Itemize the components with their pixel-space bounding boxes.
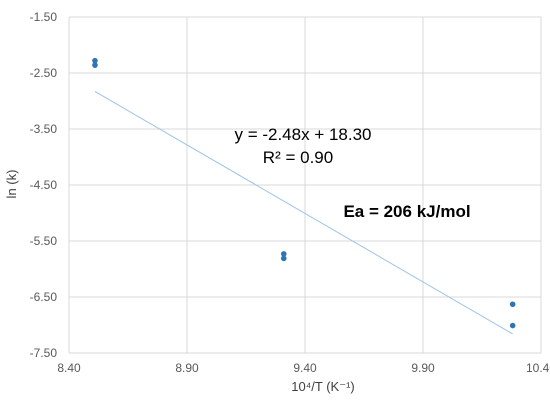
- gridlines: [68, 16, 542, 354]
- data-point: [509, 322, 516, 329]
- x-tick-label: 8.40: [57, 361, 81, 375]
- x-tick-label: 9.40: [293, 361, 317, 375]
- y-axis-title: ln (k): [4, 170, 19, 199]
- data-point: [92, 62, 98, 68]
- x-axis-title: 10⁴/T (K⁻¹): [291, 379, 355, 394]
- equation-label: y = -2.48x + 18.30: [234, 125, 371, 144]
- y-tick-label: -7.50: [30, 346, 58, 360]
- y-tick-label: -5.50: [30, 234, 58, 248]
- tick-labels: 8.40 8.90 9.40 9.90 10.40 -1.50 -2.50 -3.50 -4.5…: [30, 10, 550, 375]
- data-points: [92, 57, 516, 329]
- x-tick-label: 9.90: [411, 361, 435, 375]
- y-tick-label: -4.50: [30, 178, 58, 192]
- y-tick-label: -6.50: [30, 290, 58, 304]
- x-tick-label: 10.40: [526, 361, 550, 375]
- y-tick-label: -3.50: [30, 122, 58, 136]
- trendline: [94, 91, 513, 335]
- x-tick-label: 8.90: [175, 361, 199, 375]
- trendline-layer: [94, 91, 513, 335]
- r-squared-label: R² = 0.90: [263, 148, 333, 167]
- activation-energy-label: Ea = 206 kJ/mol: [343, 202, 470, 221]
- data-point: [280, 251, 287, 257]
- data-point: [280, 255, 287, 262]
- y-tick-label: -2.50: [30, 66, 58, 80]
- y-tick-label: -1.50: [30, 10, 58, 24]
- data-point: [509, 301, 516, 308]
- data-point: [92, 57, 98, 64]
